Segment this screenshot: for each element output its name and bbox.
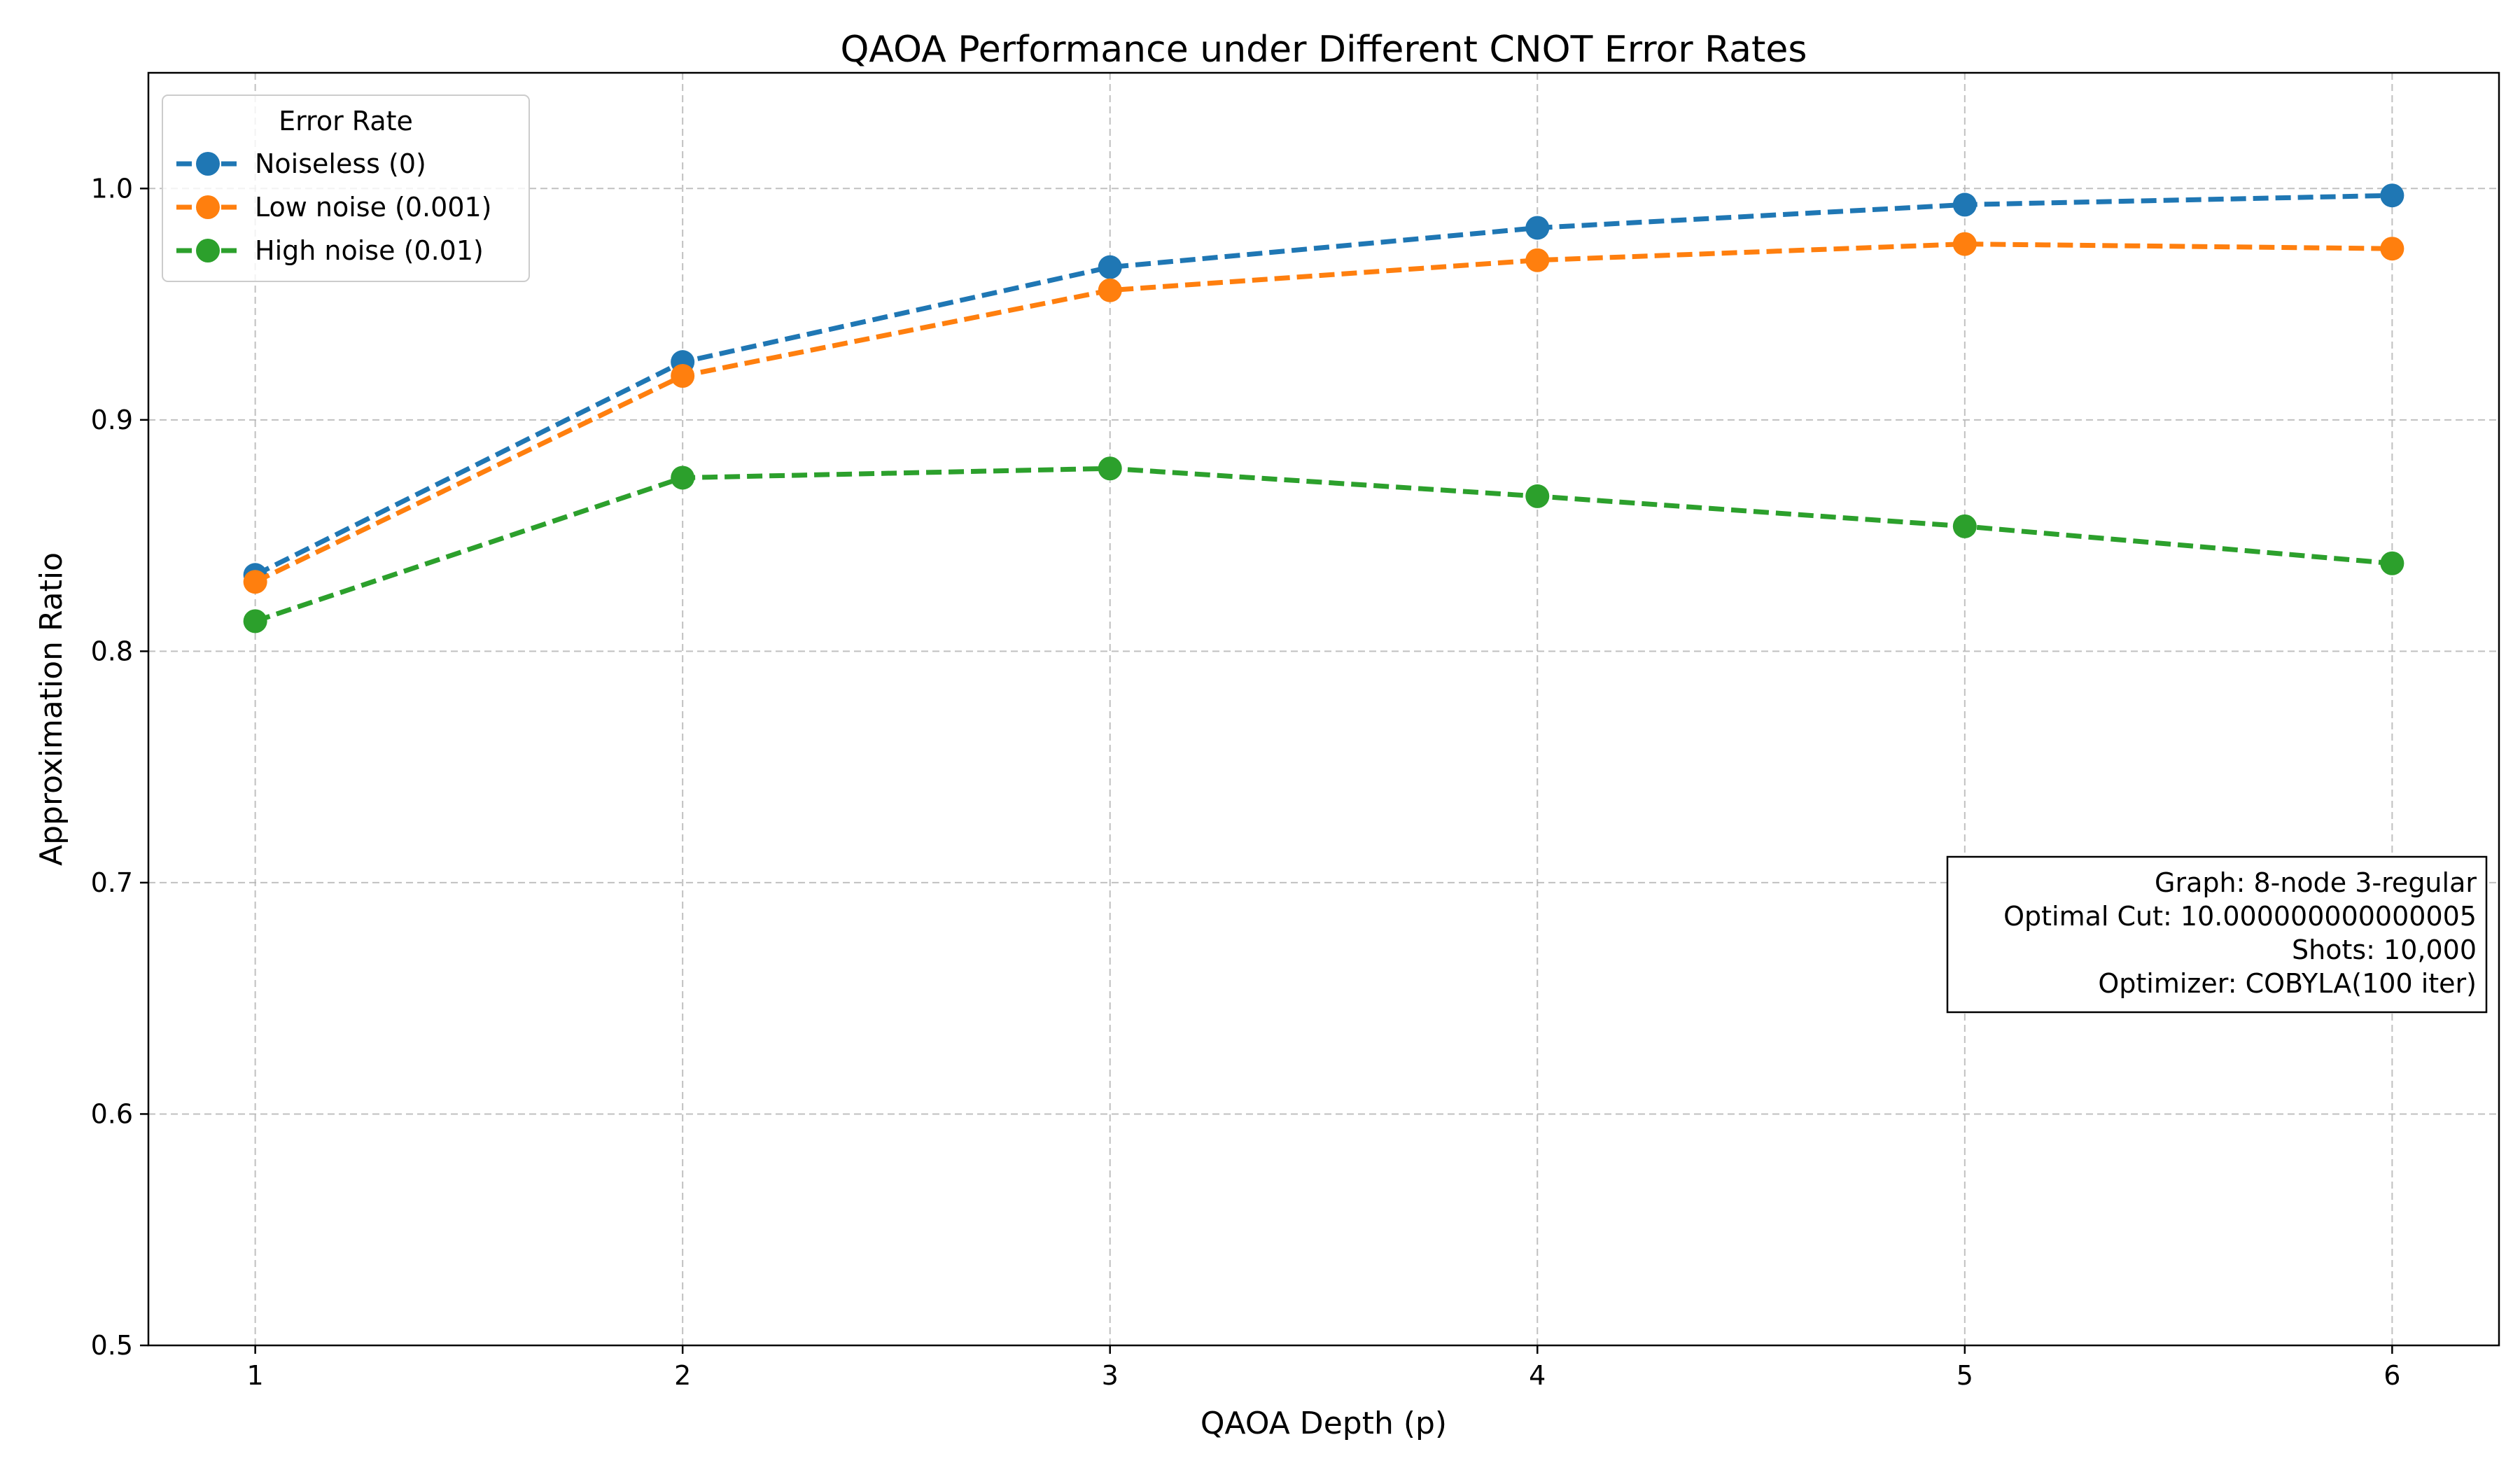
data-point [1098, 278, 1122, 302]
x-axis: 1 2 3 4 5 6 [247, 1345, 2400, 1391]
series-2 [243, 232, 2404, 594]
series-line [254, 241, 2393, 584]
legend-item: Low noise (0.001) [176, 192, 492, 223]
x-tick-label: 2 [674, 1360, 691, 1391]
data-point [1952, 232, 1977, 256]
data-point [1525, 216, 1550, 240]
legend-items: Noiseless (0) Low noise (0.001) High noise… [176, 148, 492, 266]
y-tick-label: 1.0 [91, 173, 133, 204]
annotation-box: Graph: 8-node 3-regular Optimal Cut: 10.… [1946, 855, 2488, 1014]
data-point [1098, 255, 1122, 279]
legend-label: Noiseless (0) [255, 148, 426, 179]
annotation-frame [1946, 855, 2488, 1014]
legend-item: Noiseless (0) [176, 148, 426, 179]
data-point [1098, 456, 1122, 481]
data-point [243, 570, 267, 594]
legend-item: High noise (0.01) [176, 235, 484, 266]
series-layer [243, 183, 2404, 634]
series-line [254, 465, 2393, 624]
legend-title: Error Rate [279, 106, 413, 136]
annotation-line: Graph: 8-node 3-regular [2155, 867, 2477, 898]
legend-marker [196, 239, 220, 262]
x-tick-label: 5 [1956, 1360, 1973, 1391]
y-axis: 0.5 0.6 0.7 0.8 0.9 1.0 [91, 173, 148, 1361]
legend-box [162, 94, 530, 282]
legend-marker [196, 195, 220, 219]
data-point [1952, 514, 1977, 538]
series-3 [243, 456, 2404, 634]
data-point [2380, 183, 2404, 208]
data-point [1525, 248, 1550, 272]
data-point [671, 465, 695, 490]
series-line [254, 192, 2393, 578]
x-tick-label: 4 [1529, 1360, 1546, 1391]
y-tick-label: 0.9 [91, 405, 133, 435]
data-point [1525, 484, 1550, 508]
annotation-line: Shots: 10,000 [2292, 934, 2477, 965]
chart-title: QAOA Performance under Different CNOT Er… [840, 29, 1807, 71]
x-tick-label: 1 [247, 1360, 264, 1391]
x-tick-label: 3 [1102, 1360, 1119, 1391]
y-tick-label: 0.7 [91, 867, 133, 898]
x-axis-label: QAOA Depth (p) [1200, 1406, 1447, 1441]
data-point [2380, 551, 2404, 575]
annotation-line: Optimizer: COBYLA(100 iter) [2098, 968, 2477, 999]
data-point [243, 609, 267, 634]
legend-label: High noise (0.01) [255, 235, 484, 266]
legend-marker [196, 152, 220, 176]
x-tick-label: 6 [2384, 1360, 2400, 1391]
y-axis-label: Approximation Ratio [34, 552, 69, 866]
y-tick-label: 0.6 [91, 1098, 133, 1129]
annotation-line: Optimal Cut: 10.000000000000005 [2003, 901, 2477, 932]
data-point [671, 364, 695, 388]
data-point [2380, 237, 2404, 261]
y-tick-label: 0.5 [91, 1330, 133, 1361]
data-point [1952, 192, 1977, 217]
legend: Error Rate Noiseless (0) Low noise (0.001… [162, 94, 530, 282]
y-tick-label: 0.8 [91, 636, 133, 666]
plot-frame [147, 71, 2500, 1347]
legend-label: Low noise (0.001) [255, 192, 492, 223]
